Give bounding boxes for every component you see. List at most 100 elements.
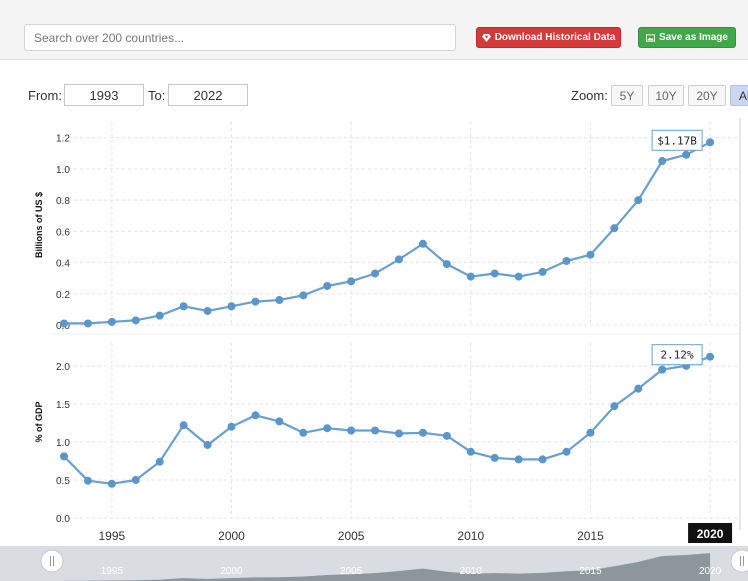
navigator-tick-label: 1995 (101, 566, 124, 577)
y-tick-label: 0.8 (56, 196, 70, 207)
download-button-label: Download Historical Data (494, 32, 616, 43)
data-point (275, 417, 284, 426)
data-point (610, 224, 619, 233)
navigator-tick-label: 2000 (220, 566, 243, 577)
value-callout-box (651, 344, 703, 366)
hover-year-badge-bg (688, 523, 733, 543)
navigator-area (64, 553, 711, 581)
data-point (299, 428, 308, 437)
data-point (562, 256, 571, 265)
data-point (634, 196, 643, 205)
data-point (418, 239, 427, 248)
y-tick-label: 1.0 (56, 165, 70, 176)
data-point (131, 316, 140, 325)
data-point (418, 428, 427, 437)
navigator-tick-label: 2020 (699, 566, 722, 577)
data-point (347, 277, 356, 286)
data-point (203, 440, 212, 449)
to-year-input[interactable] (168, 84, 248, 106)
data-point (658, 157, 667, 166)
data-point (490, 269, 499, 278)
data-point (251, 411, 260, 420)
data-point (442, 260, 451, 269)
y-tick-label: 0.2 (56, 290, 70, 301)
data-point (371, 269, 380, 278)
data-point (514, 272, 523, 281)
data-point (299, 291, 308, 300)
y-tick-label: 1.5 (56, 400, 70, 411)
x-tick-label: 2010 (457, 529, 484, 543)
navigator-right-handle[interactable] (730, 549, 748, 573)
data-point (706, 352, 715, 361)
zoom-10y-button[interactable]: 10Y (648, 85, 684, 106)
from-year-input[interactable] (64, 84, 144, 106)
data-point (658, 365, 667, 374)
y-tick-label: 0.0 (56, 514, 70, 525)
data-point (586, 250, 595, 259)
navigator-tick-label: 2010 (460, 566, 483, 577)
from-label: From: (28, 88, 62, 103)
data-point (514, 455, 523, 464)
x-tick-label: 1995 (99, 529, 126, 543)
data-point (395, 429, 403, 438)
data-point (179, 302, 188, 311)
data-point (227, 302, 236, 311)
data-point (155, 311, 164, 320)
zoom-5y-button[interactable]: 5Y (611, 85, 643, 106)
image-icon (646, 33, 656, 42)
value-callout-box (651, 129, 703, 151)
data-point (634, 384, 643, 393)
data-point (251, 297, 260, 306)
data-point (60, 452, 68, 461)
x-tick-label: 2015 (577, 529, 604, 543)
y-tick-label: 1.2 (56, 134, 70, 145)
value-callout: $1.17B (657, 134, 697, 147)
data-point (275, 296, 284, 305)
series-line (64, 141, 711, 325)
data-point (179, 421, 188, 430)
data-point (60, 319, 68, 328)
zoom-20y-button[interactable]: 20Y (688, 85, 726, 106)
data-point (347, 426, 356, 435)
data-point (586, 428, 595, 437)
navigator-left-handle[interactable] (40, 549, 64, 573)
download-historical-data-button[interactable]: Download Historical Data (476, 27, 621, 48)
data-point (83, 476, 92, 485)
y-tick-label: 1.0 (56, 438, 70, 449)
handle-knob (40, 549, 64, 573)
to-label: To: (148, 88, 166, 103)
data-point (562, 447, 571, 456)
y-axis-title: % of GDP (34, 401, 44, 442)
download-icon (481, 33, 491, 42)
value-callout: 2.12% (661, 349, 694, 362)
data-point (107, 479, 116, 488)
data-point (323, 281, 332, 290)
data-point (682, 150, 691, 159)
zoom-label: Zoom: (571, 88, 608, 103)
navigator-tick-label: 2015 (579, 566, 602, 577)
data-point (442, 431, 451, 440)
search-input[interactable] (24, 24, 456, 51)
save-as-image-button[interactable]: Save as Image (638, 27, 736, 48)
hover-year-badge: 2020 (697, 527, 724, 541)
handle-knob (730, 549, 748, 573)
data-point (538, 455, 547, 464)
data-point (227, 422, 236, 431)
data-point (466, 447, 475, 456)
top-toolbar: Download Historical Data Save as Image (0, 0, 748, 60)
data-point (371, 426, 380, 435)
y-tick-label: 0.4 (56, 259, 70, 270)
data-point (131, 475, 140, 484)
data-point (706, 138, 715, 147)
y-tick-label: 0.6 (56, 227, 70, 238)
data-point (610, 402, 619, 411)
x-tick-label: 2000 (218, 529, 245, 543)
data-point (323, 424, 332, 433)
data-point (203, 306, 212, 315)
zoom-all-button[interactable]: All (730, 85, 748, 106)
series-line (63, 355, 711, 485)
data-point (107, 317, 116, 326)
data-point (538, 267, 547, 276)
data-point (395, 255, 403, 264)
